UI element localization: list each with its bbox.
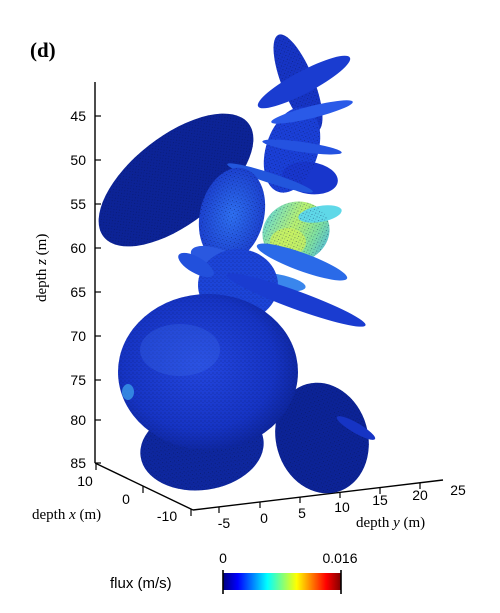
x-tick-labels: 10 0 -10 (77, 473, 177, 524)
colorbar-label: flux (m/s) (110, 575, 172, 592)
y-axis-ticks (218, 483, 421, 513)
z-axis-ticks (95, 115, 101, 464)
y-tick-label: 5 (298, 505, 306, 521)
z-tick-label: 55 (70, 196, 86, 212)
sphere-highlight (140, 324, 220, 376)
fracture-disc (275, 382, 369, 494)
z-tick-label: 75 (70, 372, 86, 388)
y-tick-label: 10 (334, 499, 350, 515)
y-tick-label: -5 (218, 515, 231, 531)
y-tick-label: 15 (372, 492, 388, 508)
fracture-disc (98, 113, 254, 247)
x-axis-label: depth x (m) (32, 507, 101, 523)
fracture-disc (271, 100, 353, 124)
x-tick-label: 0 (122, 491, 130, 507)
colorbar-max-label: 0.016 (322, 550, 357, 566)
x-tick-label: -10 (157, 508, 177, 524)
x-axis-line (94, 462, 194, 511)
fracture-disc (226, 273, 366, 327)
fracture-disc (257, 55, 351, 109)
y-tick-label: 25 (450, 482, 466, 498)
z-axis-label: depth z (m) (34, 234, 50, 302)
sphere-spot (122, 384, 134, 400)
fracture-disc (178, 252, 214, 278)
fracture-disc (256, 243, 348, 281)
x-tick-label: 10 (77, 473, 93, 489)
z-tick-label: 85 (70, 455, 86, 471)
y-axis-line (192, 479, 444, 511)
y-tick-label: 0 (260, 510, 268, 526)
z-tick-label: 70 (70, 328, 86, 344)
y-tick-label: 20 (412, 487, 428, 503)
large-sphere (118, 294, 298, 450)
z-tick-label: 60 (70, 240, 86, 256)
flux-geometry (98, 34, 376, 494)
z-tick-label: 65 (70, 284, 86, 300)
z-tick-label: 45 (70, 108, 86, 124)
z-tick-label: 80 (70, 412, 86, 428)
z-tick-label: 50 (70, 152, 86, 168)
fracture-disc (336, 416, 376, 440)
y-tick-labels: -5 0 5 10 15 20 25 (218, 482, 466, 531)
colorbar-min-label: 0 (219, 550, 227, 566)
colorbar-gradient (223, 573, 341, 590)
colorbar: flux (m/s) 0 0.016 (110, 550, 358, 594)
y-axis-label: depth y (m) (356, 515, 425, 531)
axes-frame (94, 82, 444, 511)
x-axis-ticks (95, 463, 192, 516)
fracture-disc (198, 167, 266, 263)
fracture-disc (262, 139, 342, 155)
panel-label: (d) (30, 38, 56, 62)
z-tick-labels: 45 50 55 60 65 70 75 80 85 (70, 108, 86, 471)
